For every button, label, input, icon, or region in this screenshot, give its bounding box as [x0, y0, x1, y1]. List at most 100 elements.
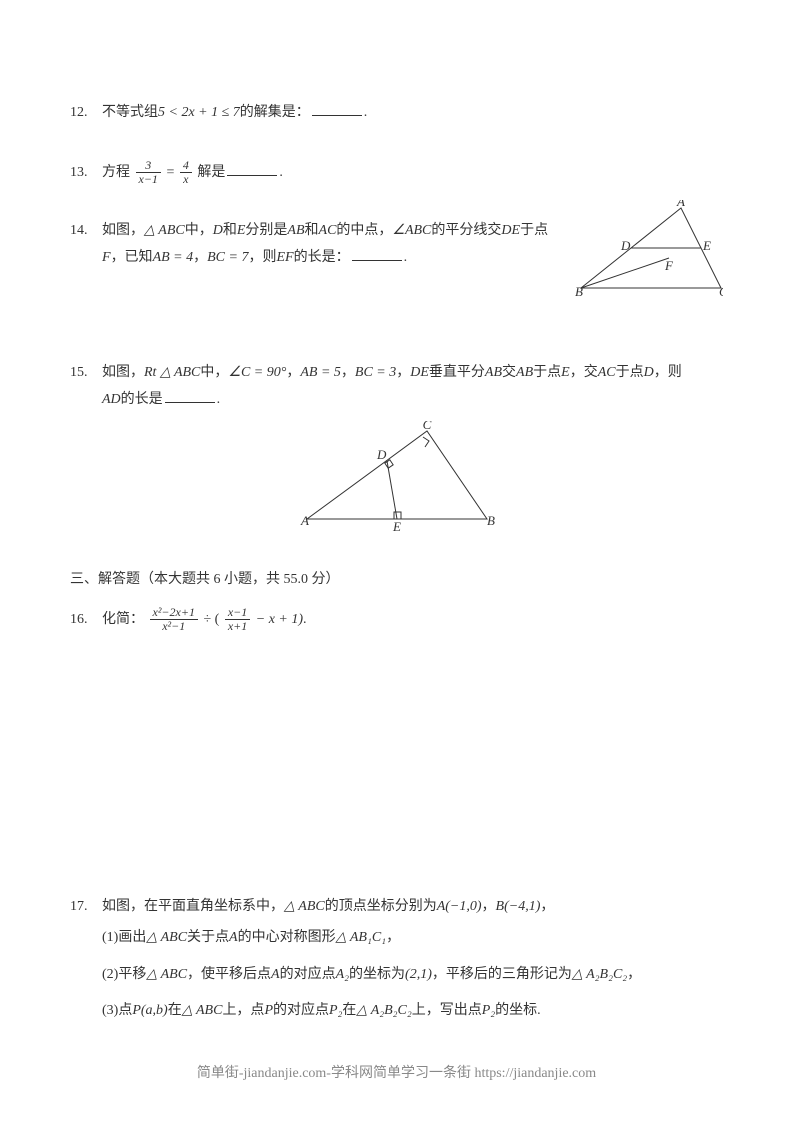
- q17-p2t6: ，平移后的三角形记为: [432, 967, 572, 982]
- section-3-title: 三、解答题（本大题共 6 小题，共 55.0 分）: [70, 568, 723, 588]
- q17-p1t2: 画出: [118, 930, 146, 945]
- q14-figure: A B C D E F: [573, 200, 723, 305]
- q14-t5: 和: [305, 223, 319, 238]
- q14-number: 14.: [70, 218, 102, 245]
- q14-l2m4: EF: [276, 250, 293, 265]
- q16-rest: − x + 1): [256, 612, 303, 627]
- fig14-label-A: A: [676, 200, 685, 209]
- q14-l2t1: ，已知: [111, 250, 153, 265]
- q15-body: 如图，Rt △ ABC中，∠C = 90°，AB = 5，BC = 3，DE垂直…: [102, 360, 723, 413]
- q17-m2: A(−1,0): [437, 899, 482, 914]
- q16-frac2: x−1x+1: [225, 606, 250, 633]
- q14-blank: [352, 246, 402, 261]
- q17-p3t2: 点: [118, 1003, 132, 1018]
- q12-blank: [312, 101, 362, 116]
- fig14-label-C: C: [719, 284, 723, 299]
- q17-t2: 的顶点坐标分别为: [325, 899, 437, 914]
- q17-p3m6: P₂: [482, 1003, 495, 1018]
- question-16: 16. 化简： x²−2x+1x²−1 ÷ ( x−1x+1 − x + 1).: [70, 606, 723, 634]
- fig14-label-D: D: [620, 238, 631, 253]
- q17-p2m1: △ ABC: [146, 967, 187, 982]
- question-15: 15. 如图，Rt △ ABC中，∠C = 90°，AB = 5，BC = 3，…: [70, 360, 723, 536]
- fig15-label-E: E: [392, 519, 401, 531]
- q15-t2: 中，: [200, 365, 228, 380]
- q14-t2: 中，: [185, 223, 213, 238]
- q15-m10: D: [644, 365, 654, 380]
- q14-triangle-svg: A B C D E F: [573, 200, 723, 300]
- fig15-label-B: B: [487, 513, 495, 528]
- q17-t1: 如图，在平面直角坐标系中，: [102, 899, 284, 914]
- q16-dot: .: [303, 612, 307, 627]
- q17-p1t3: 关于点: [187, 930, 229, 945]
- q16-number: 16.: [70, 607, 102, 634]
- question-14: 14. 如图，△ ABC中，D和E分别是AB和AC的中点，∠ABC的平分线交DE…: [70, 218, 723, 328]
- q12-body: 不等式组5 < 2x + 1 ≤ 7的解集是：.: [102, 100, 723, 127]
- q14-t1: 如图，: [102, 223, 144, 238]
- q14-m5: AC: [319, 223, 337, 238]
- q15-m8: E: [561, 365, 570, 380]
- q16-t1: 化简：: [102, 612, 144, 627]
- q12-text2: 的解集是：: [240, 105, 310, 120]
- q17-p2m2: A: [271, 967, 280, 982]
- q17-p3t5: 的对应点: [273, 1003, 329, 1018]
- fig14-label-E: E: [702, 238, 711, 253]
- q17-p2m5: △ A₂B₂C₂: [572, 967, 627, 982]
- q15-l2t1: 的长是: [121, 392, 163, 407]
- q17-p3t1: (3): [102, 1003, 118, 1018]
- q17-m1: △ ABC: [284, 899, 325, 914]
- q17-p2t7: ，: [627, 967, 641, 982]
- q13-blank: [227, 161, 277, 176]
- q15-m7: AB: [516, 365, 533, 380]
- q14-t7: 的平分线交: [431, 223, 501, 238]
- q15-l2m1: AD: [102, 392, 121, 407]
- q14-t4: 分别是: [245, 223, 287, 238]
- q17-t3: ，: [482, 899, 496, 914]
- q15-t10: 于点: [616, 365, 644, 380]
- q17-p2t5: 的坐标为: [349, 967, 405, 982]
- fig15-label-D: D: [376, 447, 387, 462]
- q14-m7: DE: [501, 223, 520, 238]
- q15-m3: AB = 5: [300, 365, 341, 380]
- q16-frac1: x²−2x+1x²−1: [150, 606, 198, 633]
- q14-m4: AB: [287, 223, 304, 238]
- question-13: 13. 方程 3x−1 = 4x 解是.: [70, 159, 723, 187]
- q15-triangle-svg: A B C D E: [297, 421, 497, 531]
- q13-frac2: 4x: [180, 159, 192, 186]
- q17-p2t1: (2): [102, 967, 118, 982]
- q17-p3m3: P: [264, 1003, 273, 1018]
- q13-eq: =: [166, 165, 174, 180]
- q12-period: .: [364, 105, 368, 120]
- q15-t8: 于点: [533, 365, 561, 380]
- q17-p2t4: 的对应点: [280, 967, 336, 982]
- q12-text1: 不等式组: [102, 105, 158, 120]
- q17-p1m1: △ ABC: [146, 930, 187, 945]
- q17-p1m2: A: [229, 930, 238, 945]
- q17-p2m3: A₂: [336, 967, 349, 982]
- q17-p2t2: 平移: [118, 967, 146, 982]
- q15-t3: ，: [286, 365, 300, 380]
- q13-frac1: 3x−1: [136, 159, 161, 186]
- q13-text2: 解是: [197, 165, 225, 180]
- q14-l2t4: 的长是：: [294, 250, 350, 265]
- q17-p3t4: 上，点: [222, 1003, 264, 1018]
- q17-p3m4: P₂: [329, 1003, 342, 1018]
- q17-p1t4: 的中心对称图形: [238, 930, 336, 945]
- q17-part3: (3)点P(a,b)在△ ABC上，点P的对应点P₂在△ A₂B₂C₂上，写出点…: [102, 993, 723, 1029]
- q14-m1: △ ABC: [144, 223, 185, 238]
- q15-t6: 垂直平分: [429, 365, 485, 380]
- q14-t3: 和: [223, 223, 237, 238]
- q17-body: 如图，在平面直角坐标系中，△ ABC的顶点坐标分别为A(−1,0)，B(−4,1…: [102, 894, 723, 921]
- q15-m9: AC: [598, 365, 616, 380]
- q17-p3m5: △ A₂B₂C₂: [356, 1003, 411, 1018]
- q14-l2m3: BC = 7: [207, 250, 248, 265]
- q17-p3m1: P(a,b): [132, 1003, 167, 1018]
- q16-body: 化简： x²−2x+1x²−1 ÷ ( x−1x+1 − x + 1).: [102, 606, 723, 634]
- q17-p3t6: 在: [342, 1003, 356, 1018]
- q17-p1m3: △ AB₁C₁: [336, 930, 386, 945]
- q17-t4: ，: [540, 899, 554, 914]
- q15-t1: 如图，: [102, 365, 144, 380]
- q14-t8: 于点: [520, 223, 548, 238]
- q17-p3t7: 上，写出点: [412, 1003, 482, 1018]
- q16-div: ÷ (: [203, 612, 219, 627]
- q17-p3t8: 的坐标.: [495, 1003, 541, 1018]
